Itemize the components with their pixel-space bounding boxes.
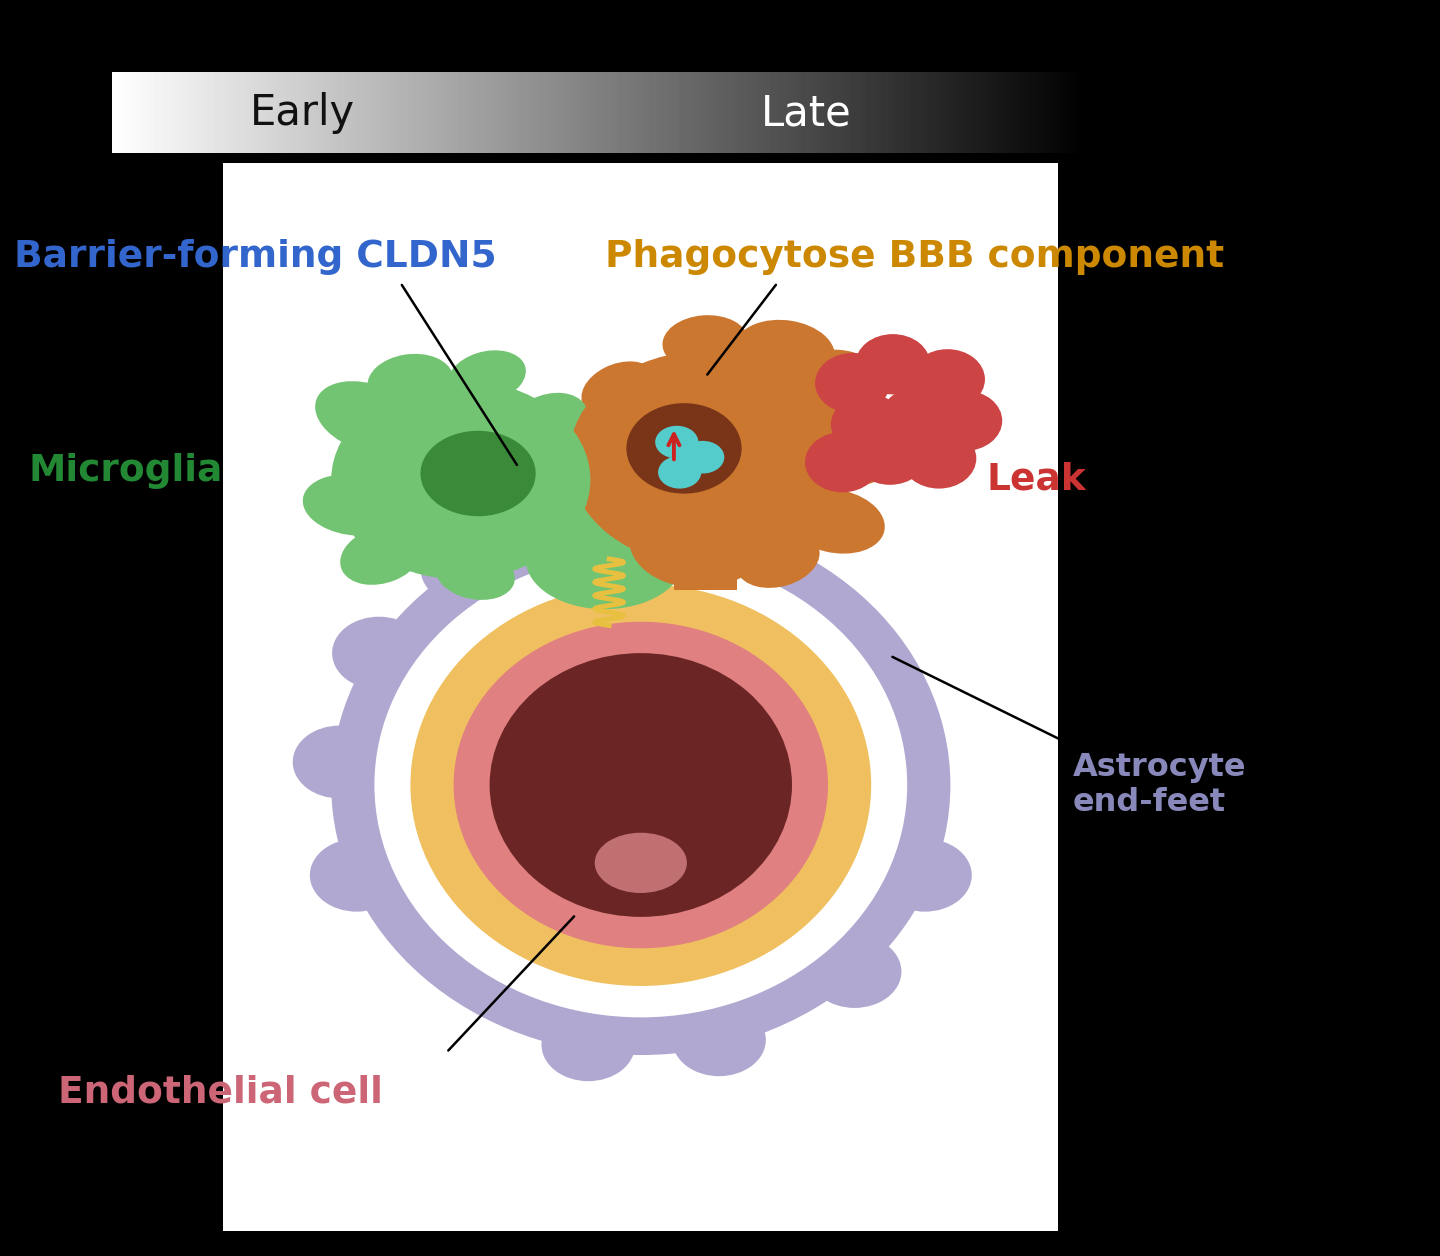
Ellipse shape xyxy=(901,428,976,489)
FancyBboxPatch shape xyxy=(223,163,1058,1231)
Ellipse shape xyxy=(292,726,386,799)
Ellipse shape xyxy=(655,426,698,458)
Ellipse shape xyxy=(831,394,906,455)
Ellipse shape xyxy=(881,387,956,447)
Ellipse shape xyxy=(507,393,588,453)
Ellipse shape xyxy=(852,425,927,485)
Polygon shape xyxy=(674,509,737,590)
Ellipse shape xyxy=(672,1004,766,1076)
Ellipse shape xyxy=(855,334,930,394)
Ellipse shape xyxy=(629,492,768,588)
Text: Astrocyte
end-feet: Astrocyte end-feet xyxy=(1073,751,1246,819)
Ellipse shape xyxy=(420,533,514,605)
Ellipse shape xyxy=(367,354,454,409)
Ellipse shape xyxy=(805,432,880,492)
Ellipse shape xyxy=(333,617,426,690)
Ellipse shape xyxy=(786,489,884,554)
Text: Early: Early xyxy=(249,92,356,134)
Ellipse shape xyxy=(762,349,880,430)
Ellipse shape xyxy=(626,403,742,494)
Ellipse shape xyxy=(808,934,901,1007)
Ellipse shape xyxy=(662,315,749,371)
Ellipse shape xyxy=(448,350,526,403)
Ellipse shape xyxy=(815,353,890,413)
Text: Microglia: Microglia xyxy=(29,453,223,489)
Ellipse shape xyxy=(681,441,724,474)
Ellipse shape xyxy=(878,839,972,912)
Ellipse shape xyxy=(302,475,403,535)
Text: Endothelial cell: Endothelial cell xyxy=(58,1075,383,1110)
Text: Barrier-forming CLDN5: Barrier-forming CLDN5 xyxy=(14,240,497,275)
Ellipse shape xyxy=(420,431,536,516)
Ellipse shape xyxy=(910,349,985,409)
Text: Phagocytose BBB component: Phagocytose BBB component xyxy=(605,240,1224,275)
Ellipse shape xyxy=(658,456,701,489)
Ellipse shape xyxy=(331,515,950,1055)
Ellipse shape xyxy=(374,553,907,1017)
Ellipse shape xyxy=(541,1009,635,1081)
Ellipse shape xyxy=(435,548,516,600)
Ellipse shape xyxy=(310,839,403,912)
Text: Leak: Leak xyxy=(986,462,1086,497)
Ellipse shape xyxy=(490,653,792,917)
Ellipse shape xyxy=(315,381,419,453)
Ellipse shape xyxy=(736,530,819,588)
Ellipse shape xyxy=(927,391,1002,451)
Ellipse shape xyxy=(582,362,657,417)
Ellipse shape xyxy=(454,622,828,948)
Ellipse shape xyxy=(410,584,871,986)
Ellipse shape xyxy=(795,417,904,487)
Ellipse shape xyxy=(340,525,423,585)
Text: Late: Late xyxy=(760,92,852,134)
Ellipse shape xyxy=(734,320,835,383)
Ellipse shape xyxy=(595,833,687,893)
Ellipse shape xyxy=(526,509,684,609)
Ellipse shape xyxy=(569,350,842,565)
Ellipse shape xyxy=(331,381,590,579)
Ellipse shape xyxy=(524,467,605,517)
